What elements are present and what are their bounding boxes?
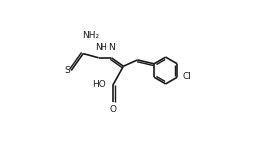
Text: NH₂: NH₂ <box>82 31 100 40</box>
Text: N: N <box>108 43 115 52</box>
Text: Cl: Cl <box>183 72 192 81</box>
Text: HO: HO <box>93 80 106 89</box>
Text: S: S <box>64 66 70 75</box>
Text: H: H <box>100 43 106 52</box>
Text: N: N <box>95 43 102 52</box>
Text: O: O <box>110 105 117 114</box>
